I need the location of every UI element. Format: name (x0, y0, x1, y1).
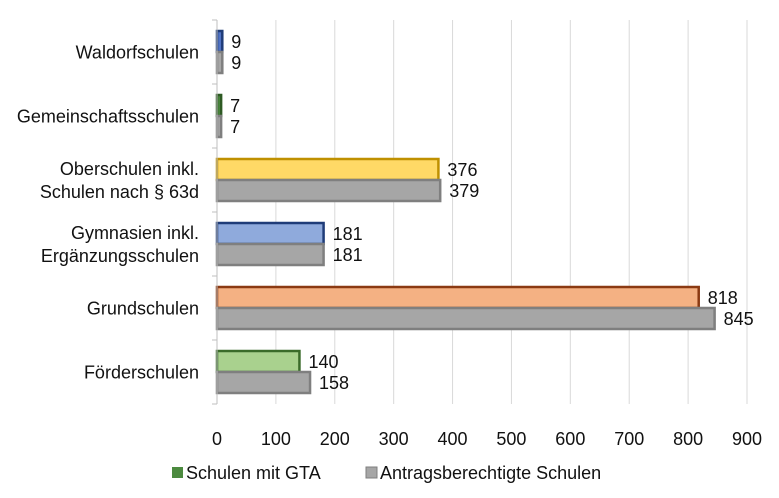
legend-swatch (365, 466, 378, 479)
data-label: 818 (708, 288, 738, 308)
data-label: 158 (319, 373, 349, 393)
data-label: 7 (230, 117, 240, 137)
bar-gta (215, 157, 440, 182)
bar-gta (215, 221, 325, 246)
x-tick-label: 600 (555, 429, 585, 449)
bar-gta (215, 93, 223, 118)
x-tick-label: 800 (673, 429, 703, 449)
labels: 0 100 200 300 400 500 600 700 800 900 99 Waldorfsch… (17, 32, 762, 449)
bar-antragsberechtigt (215, 242, 325, 267)
data-label: 140 (308, 352, 338, 372)
data-label: 9 (231, 32, 241, 52)
bars (215, 29, 716, 395)
x-tick-label: 500 (496, 429, 526, 449)
x-tick-label: 700 (614, 429, 644, 449)
data-label: 181 (333, 245, 363, 265)
data-label: 181 (333, 224, 363, 244)
bar-gta (215, 285, 700, 310)
category-label: Schulen nach § 63d (40, 182, 199, 202)
bar-antragsberechtigt (215, 50, 224, 75)
x-tick-label: 400 (438, 429, 468, 449)
bar-antragsberechtigt (215, 306, 716, 331)
category-label: Ergänzungsschulen (41, 246, 199, 266)
data-label: 845 (724, 309, 754, 329)
category-label: Grundschulen (87, 299, 199, 319)
bar-gta (215, 349, 301, 374)
bar-antragsberechtigt (215, 114, 223, 139)
category-label: Waldorfschulen (76, 43, 199, 63)
x-tick-label: 200 (320, 429, 350, 449)
legend-label: Schulen mit GTA (186, 463, 321, 483)
legend-label: Antragsberechtigte Schulen (380, 463, 601, 483)
gridlines (275, 20, 748, 404)
bar-gta (215, 29, 224, 54)
data-label: 9 (231, 53, 241, 73)
axis (212, 19, 218, 405)
x-tick-label: 0 (212, 429, 222, 449)
category-label: Gymnasien inkl. (71, 223, 199, 243)
category-label: Gemeinschaftsschulen (17, 107, 199, 127)
category-label: Förderschulen (84, 363, 199, 383)
x-tick-label: 300 (379, 429, 409, 449)
legend: Schulen mit GTA Antragsberechtigte Schule… (172, 463, 601, 483)
bar-antragsberechtigt (215, 370, 312, 395)
bar-antragsberechtigt (215, 178, 442, 203)
data-label: 7 (230, 96, 240, 116)
category-label: Oberschulen inkl. (60, 159, 199, 179)
x-tick-label: 900 (732, 429, 762, 449)
legend-swatch (172, 467, 183, 478)
data-label: 376 (447, 160, 477, 180)
x-tick-label: 100 (261, 429, 291, 449)
data-label: 379 (449, 181, 479, 201)
